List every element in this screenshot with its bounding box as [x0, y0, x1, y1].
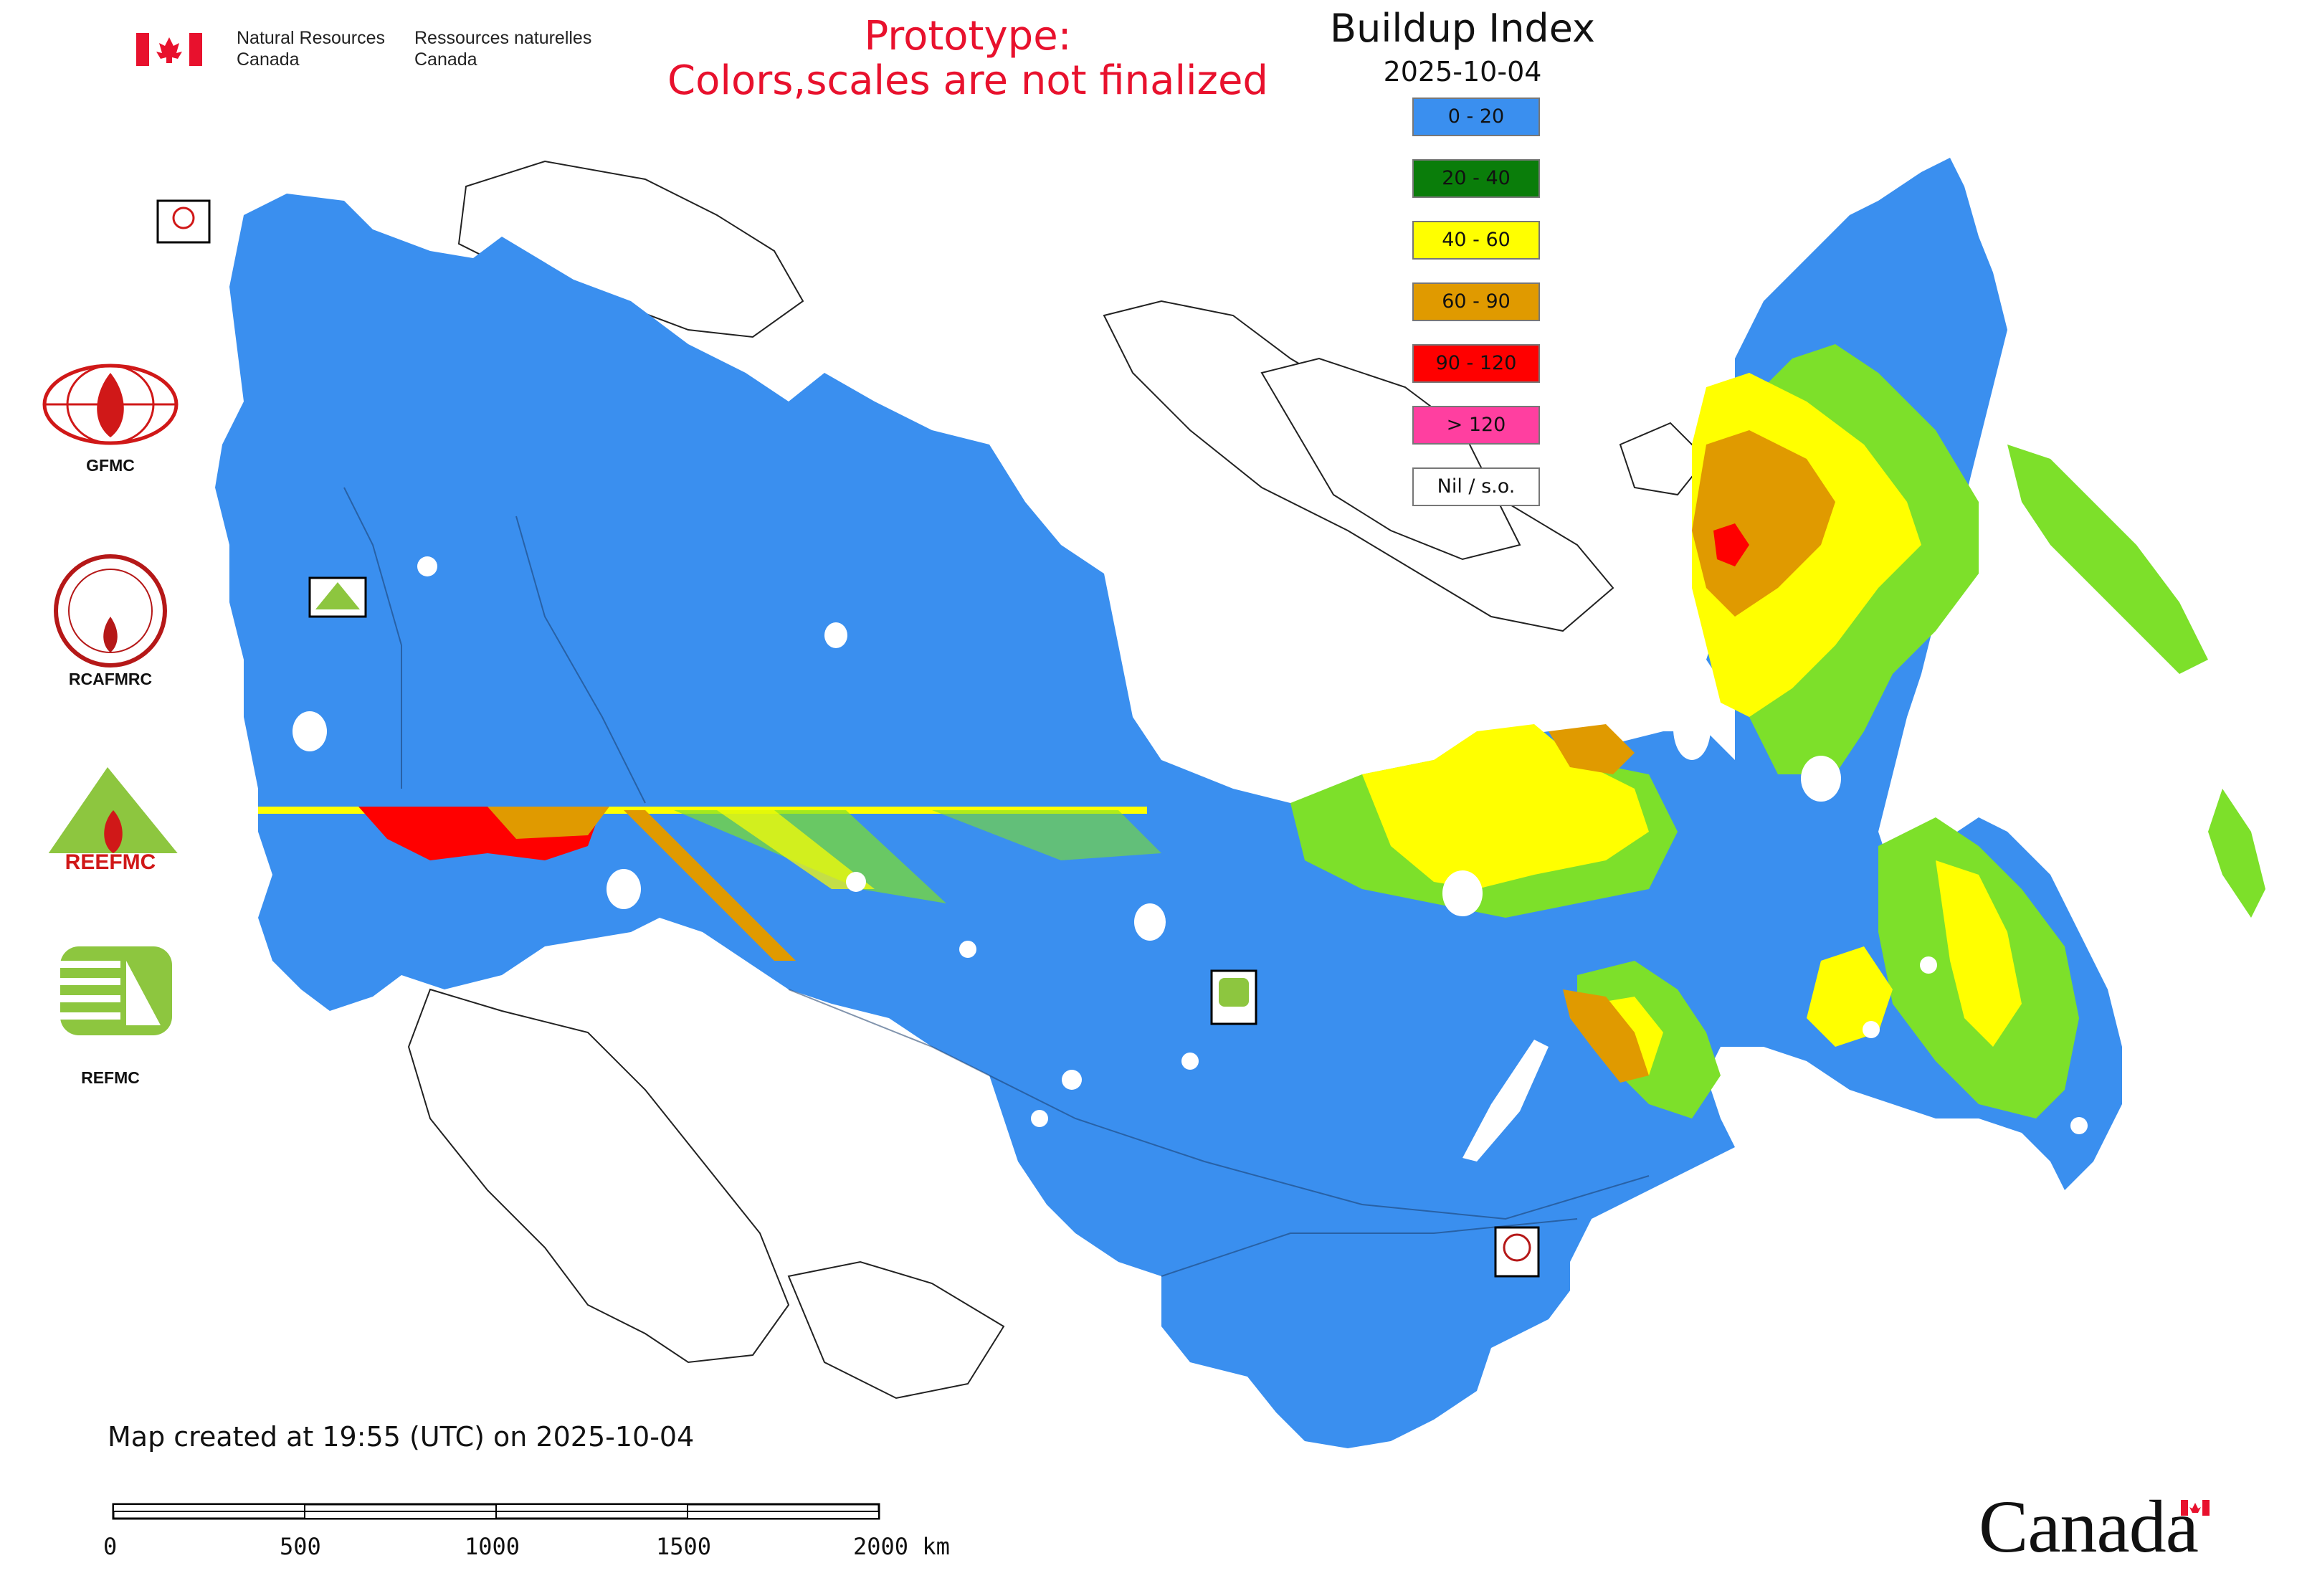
legend-item-90-120: 90 - 120	[1412, 344, 1540, 383]
refmc-label: REFMC	[81, 1068, 140, 1087]
prototype-notice-line2: Colors,scales are not finalized	[667, 57, 1268, 104]
map-lakes	[292, 556, 2088, 1162]
agency-name-fr-line2: Canada	[414, 49, 477, 70]
legend-item-60-90: 60 - 90	[1412, 282, 1540, 321]
legend-item-40-60: 40 - 60	[1412, 221, 1540, 260]
canada-flag-icon	[136, 33, 202, 66]
scale-tick-1000: 1000	[465, 1533, 520, 1560]
legend-title: Buildup Index	[1330, 6, 1595, 51]
prototype-notice: Prototype: Colors,scales are not finaliz…	[645, 14, 1290, 103]
agency-name-fr-line1: Ressources naturelles	[414, 28, 592, 48]
scale-tick-0: 0	[103, 1533, 118, 1560]
rcafmrc-logo	[54, 554, 167, 668]
rcafmrc-map-badge	[1494, 1226, 1540, 1278]
gfmc-logo	[42, 364, 179, 445]
map-region-low-index	[215, 158, 2122, 1448]
legend-item-nil: Nil / s.o.	[1412, 467, 1540, 506]
map-region-high-index	[1549, 430, 1835, 1083]
map-created-note: Map created at 19:55 (UTC) on 2025-10-04	[108, 1421, 695, 1453]
reefmc-label: REEFMC	[65, 850, 156, 874]
agency-name-fr: Ressources naturelles Canada	[414, 27, 591, 70]
agency-name-en-line2: Canada	[237, 49, 300, 70]
nil-outline-regions	[407, 160, 1708, 1400]
scale-tick-1500: 1500	[656, 1533, 712, 1560]
legend-item-20-40: 20 - 40	[1412, 159, 1540, 198]
legend-item-0-20: 0 - 20	[1412, 98, 1540, 136]
scale-tick-500: 500	[280, 1533, 321, 1560]
agency-name-en-line1: Natural Resources	[237, 28, 386, 48]
prototype-notice-line1: Prototype:	[864, 13, 1072, 60]
map-borders	[343, 487, 1650, 1277]
legend-date: 2025-10-04	[1383, 56, 1542, 87]
gfmc-label: GFMC	[86, 456, 135, 475]
reefmc-logo	[39, 767, 189, 870]
refmc-map-badge	[1210, 969, 1257, 1025]
map-region-artefact-band	[258, 807, 1161, 961]
canada-wordmark-flag-icon	[2181, 1500, 2210, 1516]
refmc-logo	[60, 946, 172, 1035]
scale-bar	[112, 1503, 880, 1520]
reefmc-map-badge	[308, 576, 367, 618]
gfmc-map-badge	[156, 199, 211, 244]
legend-item-over-120: > 120	[1412, 406, 1540, 445]
agency-name-en: Natural Resources Canada	[237, 27, 385, 70]
canada-wordmark: Canada	[1979, 1486, 2199, 1568]
scale-tick-2000: 2000 km	[853, 1533, 950, 1560]
rcafmrc-label: RCAFMRC	[68, 670, 153, 688]
